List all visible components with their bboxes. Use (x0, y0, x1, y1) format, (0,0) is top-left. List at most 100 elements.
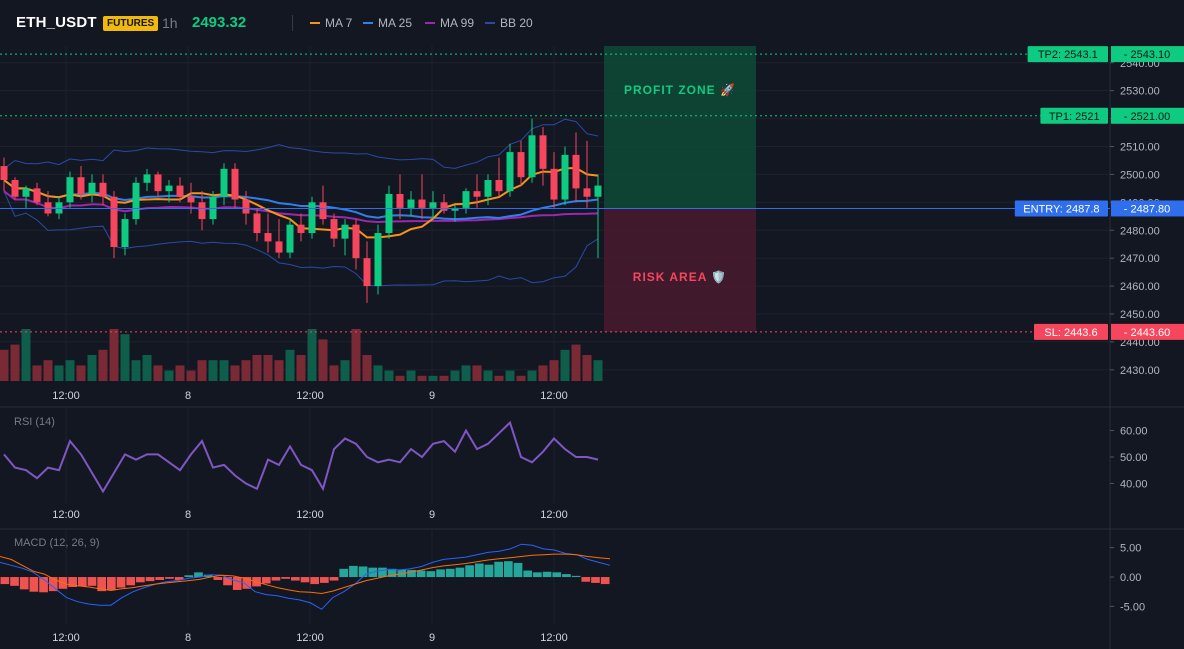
rsi-tick-label: 40.00 (1120, 478, 1148, 490)
bb-lower-line (3, 190, 599, 287)
volume-bar (461, 365, 471, 381)
candle-body (396, 193, 404, 208)
macd-histogram-bar (552, 572, 562, 578)
volume-bar (439, 375, 449, 381)
legend-bb20[interactable]: BB 20 (485, 16, 533, 30)
price-tick-label: 2530.00 (1120, 86, 1160, 98)
macd-histogram-bar (571, 575, 581, 578)
macd-histogram-bar (271, 577, 281, 581)
candle-body (308, 202, 316, 234)
volume-bar (274, 360, 284, 381)
time-axis-label: 12:00 (52, 509, 80, 521)
candle-body (253, 213, 261, 234)
profit-zone (604, 46, 756, 209)
legend-swatch (485, 22, 495, 24)
macd-histogram-bar (223, 577, 232, 586)
candle-body (264, 233, 272, 242)
macd-histogram-bar (387, 568, 397, 578)
volume-bar (0, 349, 9, 381)
macd-line (0, 543, 611, 610)
volume-bar (120, 334, 130, 381)
candle-body (341, 224, 349, 239)
macd-histogram-bar (29, 577, 39, 592)
time-axis-label: 12:00 (296, 632, 324, 644)
volume-bar (109, 329, 119, 381)
macd-histogram-bar (445, 568, 455, 578)
level-tag-label: TP1: 2521 (1049, 111, 1100, 123)
volume-bar (329, 365, 339, 381)
macd-histogram-bar (19, 577, 29, 590)
legend-ma25[interactable]: MA 25 (363, 16, 412, 30)
header-divider (292, 15, 293, 31)
macd-histogram-bar (261, 577, 271, 584)
last-price: 2493.32 (192, 14, 247, 31)
candle-body (440, 202, 448, 211)
macd-histogram-bar (600, 577, 610, 585)
legend-ma7[interactable]: MA 7 (310, 16, 352, 30)
candle-body (297, 224, 305, 234)
candle-body (242, 199, 250, 214)
macd-tick-label: 5.00 (1120, 543, 1141, 555)
candle-body (517, 152, 525, 178)
legend-ma25-label: MA 25 (378, 16, 413, 30)
volume-bar (516, 375, 526, 381)
volume-bar (406, 370, 416, 381)
volume-bar (450, 370, 460, 381)
level-price-label: - 2521.00 (1124, 111, 1170, 123)
level-tag-label: TP2: 2543.1 (1038, 49, 1098, 61)
candle-body (275, 241, 283, 253)
volume-bar (549, 360, 559, 381)
volume-bar (131, 360, 141, 381)
legend-ma99[interactable]: MA 99 (425, 16, 474, 30)
volume-bar (153, 365, 163, 381)
candle-body (374, 233, 382, 287)
futures-badge: FUTURES (103, 16, 159, 31)
volume-bar (76, 365, 86, 381)
macd-histogram-bar (358, 566, 368, 578)
volume-bar (142, 355, 152, 381)
volume-bar (494, 375, 504, 381)
macd-histogram-bar (10, 577, 19, 586)
candle-body (11, 180, 19, 197)
level-tag (1027, 46, 1108, 63)
level-tag (1014, 200, 1108, 217)
price-tick-label: 2480.00 (1120, 225, 1160, 237)
timeframe-label[interactable]: 1h (162, 15, 178, 31)
volume-bar (362, 355, 372, 381)
macd-label: MACD (12, 26, 9) (14, 537, 100, 549)
candle-body (495, 180, 503, 192)
macd-histogram-bar (455, 567, 465, 578)
candle-body (209, 196, 217, 220)
level-price-label: - 2543.10 (1124, 49, 1170, 61)
time-axis-label: 12:00 (52, 632, 80, 644)
macd-histogram-bar (300, 577, 310, 583)
candle-body (132, 182, 140, 220)
macd-histogram-bar (155, 577, 165, 580)
candle-body (121, 219, 129, 247)
macd-histogram-bar (77, 577, 87, 587)
legend-swatch (310, 22, 320, 24)
candle-body (22, 188, 30, 197)
candle-body (198, 202, 206, 220)
volume-bar (252, 355, 262, 381)
legend-ma7-label: MA 7 (325, 16, 353, 30)
macd-histogram-bar (165, 577, 174, 579)
macd-histogram-bar (126, 577, 136, 586)
candle-body (66, 177, 74, 203)
volume-bar (43, 360, 53, 381)
rsi-tick-label: 60.00 (1120, 426, 1148, 438)
price-tick-label: 2470.00 (1120, 253, 1160, 265)
macd-histogram-bar (97, 577, 107, 592)
candle-body (330, 219, 338, 239)
risk-zone (604, 208, 756, 332)
symbol-label[interactable]: ETH_USDT (16, 14, 97, 31)
macd-histogram-bar (494, 561, 503, 578)
volume-bar (373, 365, 383, 381)
macd-histogram-bar (407, 569, 416, 578)
macd-histogram-bar (465, 565, 474, 578)
volume-bar (472, 365, 482, 381)
time-axis-label: 12:00 (540, 390, 568, 402)
time-axis-label: 12:00 (540, 632, 568, 644)
volume-bar (483, 370, 493, 381)
